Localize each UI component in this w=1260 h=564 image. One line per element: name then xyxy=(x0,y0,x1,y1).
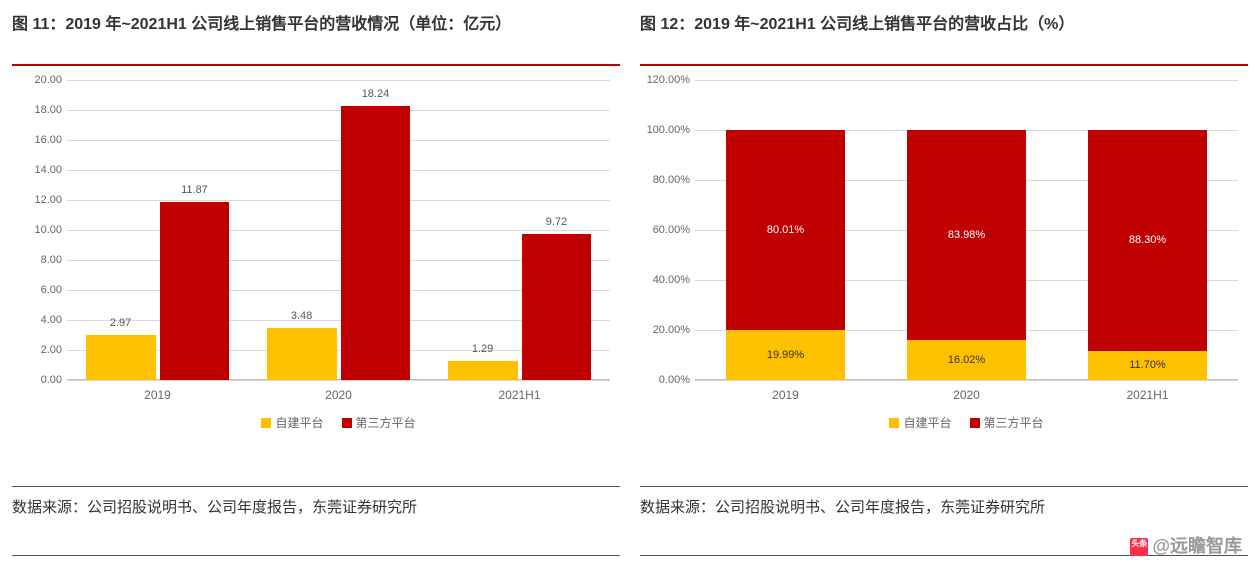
bar-value-label: 1.29 xyxy=(472,343,493,355)
ytick: 20.00 xyxy=(12,74,62,86)
xtick: 2019 xyxy=(726,388,845,402)
xtick: 2019 xyxy=(81,388,233,402)
stack-segment: 83.98% xyxy=(907,130,1026,340)
ytick: 10.00 xyxy=(12,224,62,236)
bar: 1.29 xyxy=(448,361,518,380)
legend-swatch xyxy=(261,418,271,428)
ytick: 2.00 xyxy=(12,344,62,356)
legend-item: 第三方平台 xyxy=(342,414,416,431)
bar-group: 1.299.72 xyxy=(443,80,595,380)
stack-group: 11.70%88.30% xyxy=(1088,80,1207,380)
ytick: 60.00% xyxy=(640,224,690,236)
legend-swatch xyxy=(342,418,352,428)
ytick: 18.00 xyxy=(12,104,62,116)
bar-value-label: 2.97 xyxy=(110,317,131,329)
bar-value-label: 3.48 xyxy=(291,310,312,322)
xtick: 2020 xyxy=(262,388,414,402)
bar-value-label: 11.87 xyxy=(181,184,208,196)
ytick: 16.00 xyxy=(12,134,62,146)
ytick: 0.00 xyxy=(12,374,62,386)
ytick: 8.00 xyxy=(12,254,62,266)
ytick: 12.00 xyxy=(12,194,62,206)
stack-segment: 19.99% xyxy=(726,330,845,380)
legend-item: 自建平台 xyxy=(889,414,951,431)
bar-value-label: 9.72 xyxy=(546,216,567,228)
right-legend: 自建平台 第三方平台 xyxy=(695,414,1238,431)
legend-swatch xyxy=(970,418,980,428)
xtick: 2020 xyxy=(907,388,1026,402)
ytick: 0.00% xyxy=(640,374,690,386)
legend-swatch xyxy=(889,418,899,428)
bar: 11.87 xyxy=(160,202,230,380)
stack-group: 19.99%80.01% xyxy=(726,80,845,380)
ytick: 100.00% xyxy=(640,124,690,136)
legend-item: 自建平台 xyxy=(261,414,323,431)
stack-group: 16.02%83.98% xyxy=(907,80,1026,380)
legend-item: 第三方平台 xyxy=(970,414,1044,431)
ytick: 120.00% xyxy=(640,74,690,86)
ytick: 80.00% xyxy=(640,174,690,186)
xtick: 2021H1 xyxy=(443,388,595,402)
ytick: 4.00 xyxy=(12,314,62,326)
bottom-source-rule xyxy=(12,555,620,556)
stack-segment: 80.01% xyxy=(726,130,845,330)
right-panel: 图 12：2019 年~2021H1 公司线上销售平台的营收占比（%） 0.00… xyxy=(640,8,1248,556)
stack-segment: 16.02% xyxy=(907,340,1026,380)
bar: 2.97 xyxy=(86,335,156,380)
bar-value-label: 18.24 xyxy=(362,88,390,100)
watermark: @远瞻智库 xyxy=(1130,532,1242,558)
bar-group: 2.9711.87 xyxy=(81,80,233,380)
ytick: 6.00 xyxy=(12,284,62,296)
left-panel: 图 11：2019 年~2021H1 公司线上销售平台的营收情况（单位：亿元） … xyxy=(12,8,620,556)
left-legend: 自建平台 第三方平台 xyxy=(67,414,610,431)
stack-segment: 11.70% xyxy=(1088,351,1207,380)
bar-group: 3.4818.24 xyxy=(262,80,414,380)
legend-label: 第三方平台 xyxy=(984,414,1044,431)
toutiao-icon xyxy=(1130,538,1148,556)
legend-label: 第三方平台 xyxy=(356,414,416,431)
xtick: 2021H1 xyxy=(1088,388,1207,402)
left-title: 图 11：2019 年~2021H1 公司线上销售平台的营收情况（单位：亿元） xyxy=(12,8,620,64)
legend-label: 自建平台 xyxy=(275,414,323,431)
ytick: 20.00% xyxy=(640,324,690,336)
stack-segment: 88.30% xyxy=(1088,130,1207,351)
legend-label: 自建平台 xyxy=(903,414,951,431)
bar: 18.24 xyxy=(341,106,411,380)
right-title: 图 12：2019 年~2021H1 公司线上销售平台的营收占比（%） xyxy=(640,8,1248,64)
bar: 9.72 xyxy=(522,234,592,380)
bar: 3.48 xyxy=(267,328,337,380)
right-chart: 0.00% 20.00% 40.00% 60.00% 80.00% 100.00% 120.… xyxy=(640,66,1248,480)
left-chart: 0.00 2.00 4.00 6.00 8.00 10.00 12.00 14.00 16.00… xyxy=(12,66,620,480)
ytick: 40.00% xyxy=(640,274,690,286)
ytick: 14.00 xyxy=(12,164,62,176)
left-source: 数据来源：公司招股说明书、公司年度报告，东莞证券研究所 xyxy=(12,487,620,549)
